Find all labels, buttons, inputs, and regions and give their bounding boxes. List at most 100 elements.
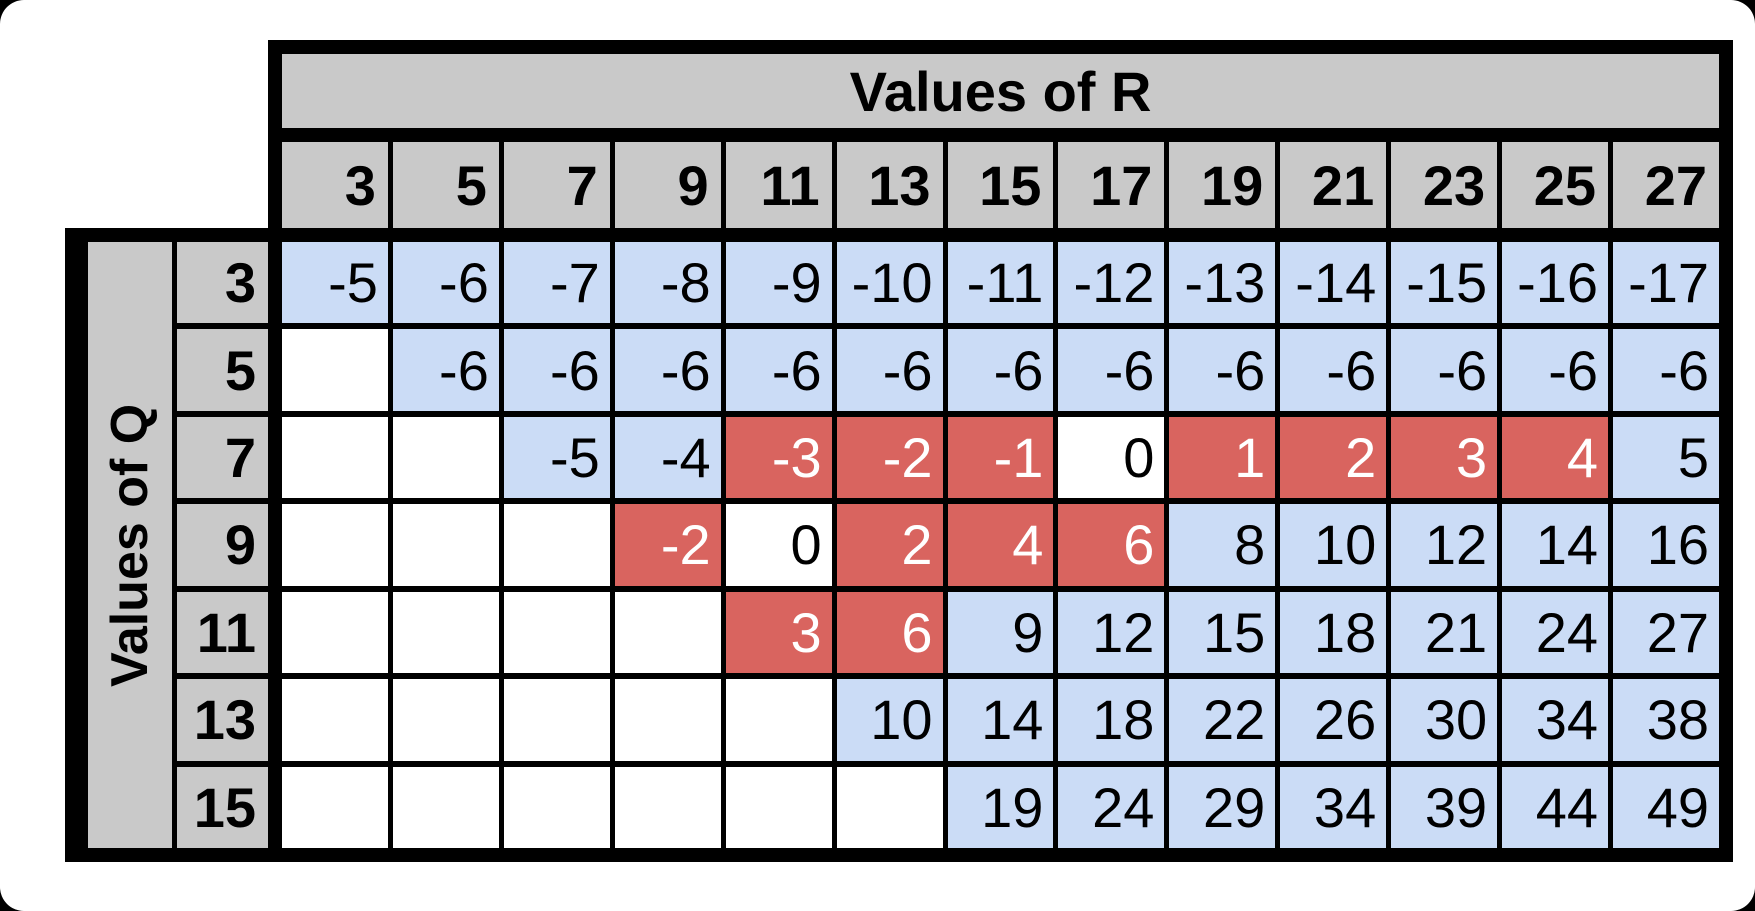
value-cell: 30	[1391, 679, 1498, 761]
value-cell: 3	[725, 591, 832, 674]
value-cell: -15	[1391, 242, 1498, 324]
value-cell: 21	[1391, 591, 1498, 674]
value-cell: 1	[1169, 416, 1276, 499]
value-cell: -1	[947, 416, 1054, 499]
value-cell: 22	[1169, 679, 1276, 761]
value-cell: 27	[1613, 591, 1719, 674]
value-cell: 49	[1613, 766, 1719, 848]
value-cell	[282, 591, 388, 674]
column-header-cell: 23	[1391, 142, 1498, 228]
value-cell: 12	[1058, 591, 1165, 674]
value-cell	[282, 416, 388, 499]
value-cell: 38	[1613, 679, 1719, 761]
column-header-cell: 27	[1613, 142, 1719, 228]
value-cell: 34	[1280, 766, 1387, 848]
value-cell: -14	[1280, 242, 1387, 324]
value-cell: -6	[1280, 329, 1387, 411]
value-cell: -3	[725, 416, 832, 499]
value-cell: -6	[836, 329, 943, 411]
value-cell: 39	[1391, 766, 1498, 848]
value-cell	[282, 679, 388, 761]
column-header-cell: 19	[1169, 142, 1276, 228]
value-cell	[836, 766, 943, 848]
column-axis-title: Values of R	[282, 54, 1719, 128]
column-header-cell: 25	[1502, 142, 1609, 228]
value-cell: 24	[1058, 766, 1165, 848]
value-cell: -13	[1169, 242, 1276, 324]
value-cell: 15	[1169, 591, 1276, 674]
value-cell	[503, 591, 610, 674]
value-cell: 29	[1169, 766, 1276, 848]
row-header-cell: 15	[177, 766, 277, 848]
value-cell: -6	[725, 329, 832, 411]
column-header-cell: 11	[725, 142, 832, 228]
value-cell: -16	[1502, 242, 1609, 324]
column-header-cell: 7	[503, 142, 610, 228]
value-cell: 19	[947, 766, 1054, 848]
r-axis-header: Values of R 3 5 7 9 11 13 15 17 19 21 23 25 27	[268, 40, 1733, 228]
value-cell: 34	[1502, 679, 1609, 761]
value-cell	[392, 504, 499, 586]
value-cell: 26	[1280, 679, 1387, 761]
value-cell	[725, 679, 832, 761]
value-cell	[282, 329, 388, 411]
value-cell: 0	[725, 504, 832, 586]
value-cell	[392, 766, 499, 848]
value-cell: 24	[1502, 591, 1609, 674]
value-cell	[503, 679, 610, 761]
value-cell: -6	[1169, 329, 1276, 411]
column-header-cell: 17	[1058, 142, 1165, 228]
value-cell	[614, 679, 721, 761]
value-cell	[614, 766, 721, 848]
value-cell: -17	[1613, 242, 1719, 324]
column-header-cell: 21	[1280, 142, 1387, 228]
value-cell: -12	[1058, 242, 1165, 324]
value-cell: 14	[1502, 504, 1609, 586]
value-cell: 6	[836, 591, 943, 674]
value-cell: 0	[1058, 416, 1165, 499]
value-cell	[614, 591, 721, 674]
value-cell: -6	[1613, 329, 1719, 411]
column-header-cell: 9	[614, 142, 721, 228]
value-cell: -6	[1502, 329, 1609, 411]
value-cell: -7	[503, 242, 610, 324]
value-cell: -6	[392, 329, 499, 411]
value-cell: -6	[1391, 329, 1498, 411]
value-cell: -6	[947, 329, 1054, 411]
value-cell: -5	[503, 416, 610, 499]
value-cell: 18	[1280, 591, 1387, 674]
value-cell	[392, 679, 499, 761]
value-cell: 6	[1058, 504, 1165, 586]
value-cell: 12	[1391, 504, 1498, 586]
value-cell: -4	[614, 416, 721, 499]
row-header-cell: 7	[177, 416, 277, 499]
value-cell: 10	[1280, 504, 1387, 586]
value-cell: 44	[1502, 766, 1609, 848]
column-header-cell: 3	[282, 142, 388, 228]
row-axis-title: Values of Q	[79, 242, 172, 848]
value-cell: -2	[614, 504, 721, 586]
column-header-cell: 13	[836, 142, 943, 228]
value-cell: -11	[947, 242, 1054, 324]
value-cell: -2	[836, 416, 943, 499]
value-cell: -10	[836, 242, 943, 324]
value-cell: 4	[1502, 416, 1609, 499]
value-cell: 9	[947, 591, 1054, 674]
value-cell: 2	[836, 504, 943, 586]
value-cell: -8	[614, 242, 721, 324]
value-cell: -6	[503, 329, 610, 411]
row-header-cell: 3	[177, 242, 277, 324]
value-cell	[503, 766, 610, 848]
value-cell	[503, 504, 610, 586]
value-cell: 4	[947, 504, 1054, 586]
value-cell: -5	[282, 242, 388, 324]
value-cell	[282, 504, 388, 586]
value-cell: -6	[392, 242, 499, 324]
value-cell: 8	[1169, 504, 1276, 586]
value-cell: -9	[725, 242, 832, 324]
value-cell	[392, 416, 499, 499]
column-header-cell: 5	[392, 142, 499, 228]
row-header-cell: 13	[177, 679, 277, 761]
column-header-cell: 15	[947, 142, 1054, 228]
